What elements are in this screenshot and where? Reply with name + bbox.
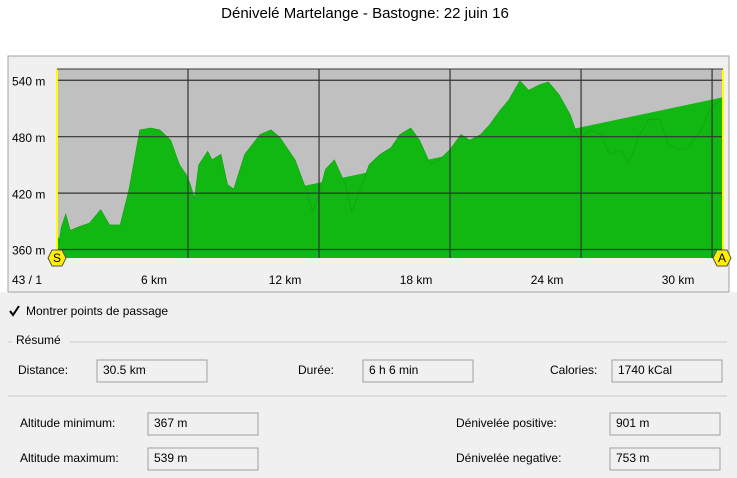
field-label: Calories: — [550, 363, 597, 377]
panel — [0, 292, 737, 478]
field-label: Distance: — [18, 363, 68, 377]
area-fill — [57, 81, 723, 258]
field-box — [362, 359, 474, 383]
y-tick-label: 420 m — [12, 187, 45, 201]
field-box — [611, 359, 723, 383]
group-title: Résumé — [16, 333, 61, 347]
y-tick-label: 360 m — [12, 244, 45, 258]
field-value: 1740 kCal — [618, 363, 672, 377]
field-box — [96, 359, 208, 383]
field-label: Dénivelée negative: — [456, 451, 561, 465]
y-tick-label: 540 m — [12, 74, 45, 88]
field-box — [609, 447, 721, 471]
field-value: 901 m — [616, 416, 649, 430]
check-mark — [9, 305, 20, 317]
marker-label: S — [53, 251, 61, 265]
x-tick-label: 12 km — [269, 273, 302, 287]
waypoint-marker: S — [47, 249, 67, 267]
waypoint-marker: A — [712, 249, 732, 267]
field-value: 753 m — [616, 451, 649, 465]
field-value: 539 m — [154, 451, 187, 465]
field-label: Altitude minimum: — [20, 416, 115, 430]
field-value: 6 h 6 min — [369, 363, 418, 377]
marker-label: A — [718, 251, 726, 265]
field-value: 367 m — [154, 416, 187, 430]
checkbox-label: Montrer points de passage — [26, 304, 168, 318]
x-tick-label: 30 km — [662, 273, 695, 287]
x-tick-label: 24 km — [531, 273, 564, 287]
field-label: Durée: — [298, 363, 334, 377]
x-tick-label: 18 km — [400, 273, 433, 287]
field-label: Altitude maximum: — [20, 451, 119, 465]
field-label: Dénivelée positive: — [456, 416, 557, 430]
field-box — [609, 412, 721, 436]
marker-shape — [712, 249, 732, 267]
field-value: 30.5 km — [103, 363, 146, 377]
x-tick-label: 6 km — [141, 273, 167, 287]
y-tick-label: 480 m — [12, 131, 45, 145]
page-title: Dénivelé Martelange - Bastogne: 22 juin … — [221, 5, 509, 22]
status: 43 / 1 — [12, 273, 42, 287]
marker-shape — [47, 249, 67, 267]
field-box — [147, 412, 259, 436]
field-box — [147, 447, 259, 471]
checkbox[interactable]: Montrer points de passage — [9, 304, 168, 318]
